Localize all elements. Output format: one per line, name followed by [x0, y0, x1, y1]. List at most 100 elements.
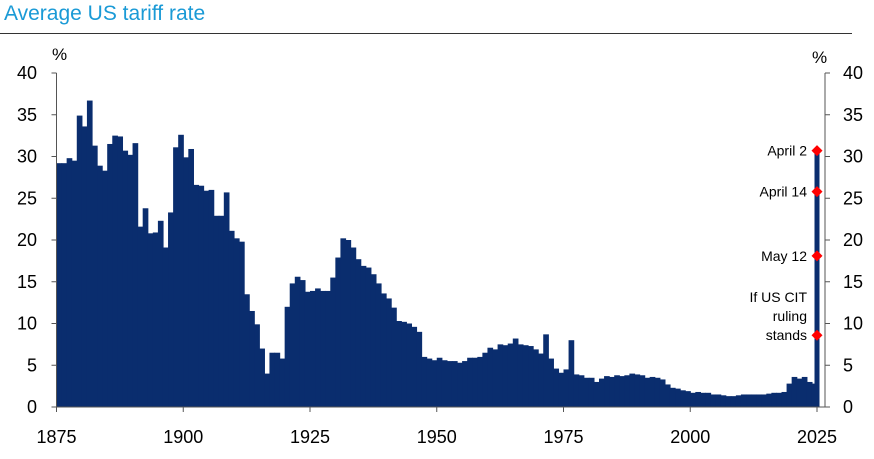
y-axis-unit-right: %: [812, 48, 827, 67]
chart-title: Average US tariff rate: [4, 2, 206, 25]
bar: [533, 349, 539, 407]
bar: [137, 226, 144, 407]
bar: [365, 267, 372, 407]
bar: [593, 381, 600, 407]
bar: [299, 280, 306, 407]
bar: [198, 185, 205, 407]
bar: [340, 238, 347, 407]
y-tick-label-left: 30: [17, 147, 37, 167]
y-tick-label-left: 5: [27, 355, 37, 375]
bar: [259, 348, 265, 407]
bar: [720, 395, 727, 407]
bar: [659, 379, 666, 407]
bar: [380, 293, 387, 407]
bar: [416, 331, 423, 407]
bar: [609, 376, 615, 407]
bar: [284, 306, 291, 407]
bar: [112, 135, 118, 407]
bar: [791, 376, 798, 407]
y-tick-label-right: 35: [843, 105, 863, 125]
bar: [568, 340, 575, 407]
bar: [477, 356, 483, 407]
bar: [751, 394, 757, 407]
y-tick-label-left: 35: [17, 105, 37, 125]
bar: [583, 377, 590, 407]
bar: [61, 163, 68, 407]
bar: [766, 393, 772, 407]
bar: [157, 220, 164, 407]
bar: [472, 357, 478, 407]
bar: [517, 344, 524, 407]
bar: [700, 392, 707, 407]
bar: [360, 265, 367, 407]
bar: [776, 392, 783, 407]
bar: [249, 310, 255, 407]
marker-diamond: [811, 186, 823, 198]
bar: [588, 377, 595, 407]
bar: [781, 391, 788, 407]
bar: [208, 189, 215, 407]
bar: [436, 357, 443, 407]
bar: [796, 378, 803, 407]
bar: [264, 373, 271, 407]
bar: [86, 100, 93, 408]
bar: [746, 394, 752, 407]
y-tick-label-left: 0: [27, 397, 37, 417]
marker-label: ruling: [773, 308, 807, 324]
bar: [725, 396, 732, 407]
y-tick-label-left: 15: [17, 272, 37, 292]
bar: [441, 360, 448, 407]
x-tick-label: 2000: [670, 427, 710, 447]
bar: [188, 148, 194, 408]
marker-label: stands: [766, 327, 807, 343]
bar: [122, 150, 129, 407]
bar: [375, 283, 382, 407]
bar: [756, 394, 762, 407]
bar: [76, 115, 83, 408]
bar: [426, 358, 433, 407]
bar: [117, 136, 124, 407]
bar: [218, 215, 225, 407]
bar: [543, 334, 549, 407]
bar: [715, 394, 722, 407]
bar: [654, 377, 661, 407]
bar: [730, 396, 737, 407]
x-tick-label: 1925: [290, 427, 330, 447]
y-tick-label-right: 5: [843, 355, 853, 375]
bar: [690, 392, 696, 407]
bar: [289, 283, 296, 407]
bar: [446, 361, 453, 407]
marker-series: April 2 April 14 May 12 If US CIT ruling stan…: [749, 143, 823, 343]
bar: [320, 290, 326, 407]
bar: [97, 165, 103, 407]
bar: [451, 361, 458, 407]
bar: [512, 338, 519, 407]
bar: [604, 376, 610, 407]
bar: [467, 357, 473, 407]
bar: [705, 392, 712, 407]
bar: [274, 352, 281, 407]
bar: [507, 343, 514, 407]
bar: [710, 394, 717, 407]
bar: [695, 391, 701, 407]
y-tick-label-right: 25: [843, 188, 863, 208]
y-tick-label-right: 30: [843, 147, 863, 167]
bar-spike: [814, 150, 820, 407]
x-tick-label: 1975: [543, 427, 583, 447]
bar: [522, 345, 529, 407]
bar: [193, 184, 200, 407]
bar: [244, 294, 250, 407]
bar: [386, 298, 392, 407]
bar: [223, 192, 230, 407]
bar: [421, 356, 428, 407]
bar: [548, 358, 554, 407]
bar: [680, 390, 686, 407]
marker-label: April 14: [760, 184, 808, 200]
bar: [740, 394, 747, 407]
x-tick-label: 1950: [417, 427, 457, 447]
bar: [315, 288, 321, 407]
y-tick-label-left: 10: [17, 314, 37, 334]
bar: [761, 394, 767, 407]
bar: [147, 233, 154, 407]
